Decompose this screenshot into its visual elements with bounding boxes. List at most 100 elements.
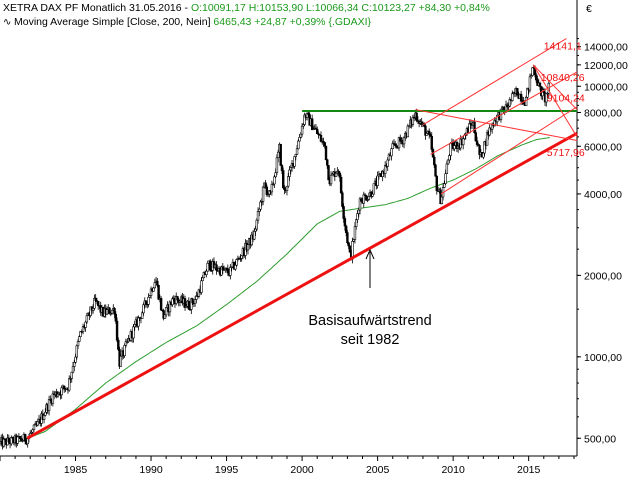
candle-body [191,298,194,304]
candle-body [75,345,78,358]
candle-body [383,165,387,174]
candle-body [386,159,389,167]
candle-body [300,125,304,135]
x-tick-label: 1985 [64,464,88,476]
candle-body [94,297,97,301]
candle-body [226,268,230,274]
candle-body [446,159,450,165]
candle-body [424,125,427,136]
candle-body [254,228,257,232]
trend-annotation: Basisaufwärtstrend seit 1982 [300,312,440,350]
candle-body [453,145,456,150]
candle-body [185,306,188,308]
candle-body [108,307,111,315]
candle-body [299,133,303,138]
candle-body [324,145,328,161]
candle-body [473,121,476,133]
y-tick-label: 10000,00 [584,81,628,93]
candle-body [141,312,144,319]
candle-body [425,133,428,136]
candle-body [10,437,13,445]
candle-body [84,321,87,328]
price-label: 5717,96 [547,147,585,159]
candle-body [70,371,73,379]
candle-body [133,324,136,328]
candle-body [265,186,269,195]
candle-body [339,176,343,194]
y-tick-label: 6000,00 [584,141,622,153]
candle-body [137,317,140,327]
candle-body [117,339,120,350]
candle-body [229,266,232,276]
candle-body [355,219,358,227]
trend-annotation-line2: seit 1982 [340,332,400,348]
candle-body [114,313,118,322]
candle-body [295,148,299,155]
candle-body [367,196,371,200]
channel-upper [422,38,567,126]
candle-body [235,259,238,266]
candle-body [372,183,376,195]
candle-body [205,270,208,275]
candle-body [159,298,163,311]
candle-body [2,438,5,447]
candle-body [343,218,347,227]
candle-body [78,336,81,342]
candle-body [200,280,203,293]
price-label: 14141,1 [544,41,582,53]
y-tick-label: 14000,00 [584,42,628,54]
candle-body [285,185,289,192]
candle-body [21,440,24,442]
candle-body [274,172,277,178]
candle-body [36,421,39,426]
x-tick-label: 2000 [290,464,314,476]
chart-header-values: O:10091,17 H:10153,90 L:10066,34 C:10123… [190,2,490,14]
candle-body [209,260,212,271]
channel-mid [430,71,578,155]
candle-body [7,437,11,443]
candle-body [16,436,19,444]
candle-body [415,112,418,121]
moving-average-icon: ∿ [3,17,12,28]
candle-body [96,301,100,306]
candle-body [348,245,352,253]
y-tick-label: 1000,00 [584,352,622,364]
candle-body [298,137,301,142]
candle-body [183,298,187,308]
candle-body [329,174,333,185]
candle-body [259,201,262,210]
candle-body [511,93,514,101]
candle-body [176,296,179,301]
candle-body [357,209,360,214]
candle-body [435,175,438,191]
candle-body [201,277,204,282]
candle-body [326,159,329,166]
candle-body [391,143,394,150]
candle-body [253,230,256,240]
x-tick-label: 2005 [366,464,390,476]
candle-body [60,387,63,396]
candle-body [119,355,123,367]
candle-body [157,284,160,300]
currency-label: € [586,3,592,15]
candle-body [358,198,362,211]
candle-body [406,125,410,138]
candle-body [195,295,198,300]
candle-body [390,148,393,157]
candle-body [71,366,75,373]
candle-body [270,183,274,193]
candle-body [474,132,477,142]
candle-body [258,208,261,212]
candle-body [105,309,109,315]
candle-body [282,170,285,189]
candle-body [276,151,280,159]
candle-body [275,157,279,173]
x-tick-label: 2010 [441,464,465,476]
candle-body [443,183,446,188]
chart-header-ma: ∿ Moving Average Simple [Close, 200, Nein… [3,16,371,28]
candle-body [495,114,499,123]
chart-header-ohlc: XETRA DAX PF Monatlich 31.05.2016 - O:10… [3,2,490,14]
candle-body [448,155,451,161]
candle-body [74,356,77,363]
candle-body [288,169,291,177]
